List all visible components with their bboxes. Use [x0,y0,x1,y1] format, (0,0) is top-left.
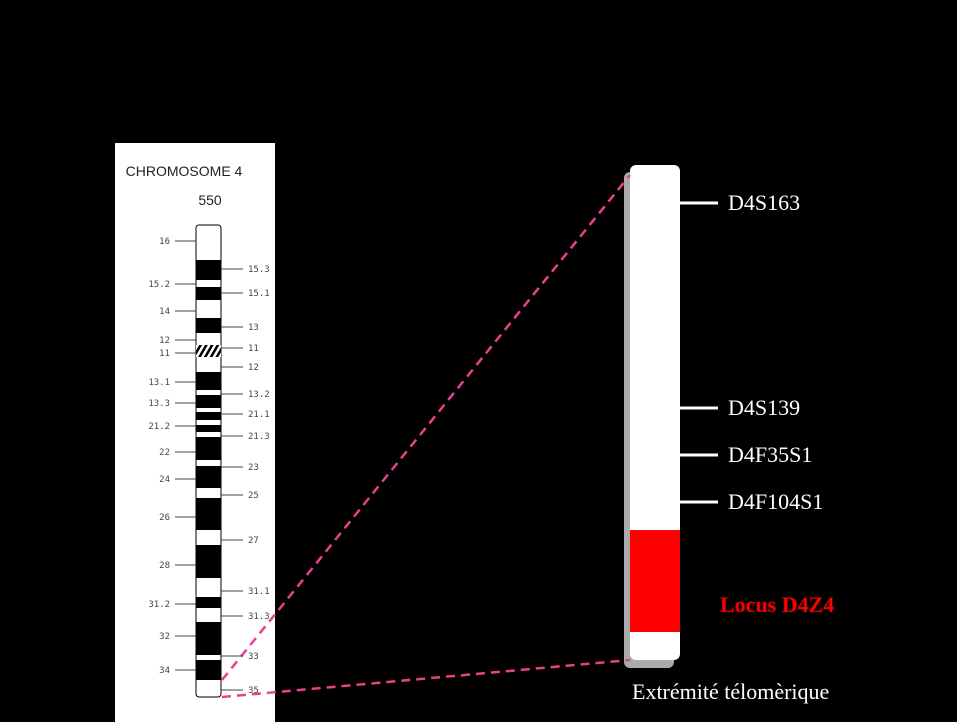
band-label: 15.3 [248,265,270,275]
ideogram-bands [196,225,221,697]
telomere-label: Extrémité télomèrique [632,679,829,704]
band-label: 27 [248,536,259,546]
band-label: 23 [248,463,259,473]
band-label: 32 [159,632,170,642]
band-label: 13.3 [148,399,170,409]
locus-label: Locus D4Z4 [720,592,834,617]
band-label: 22 [159,448,170,458]
band-label: 33 [248,652,259,662]
band-label: 21.2 [148,422,170,432]
band-label: 21.1 [248,410,270,420]
band-label: 21.3 [248,432,270,442]
band-label: 12 [248,363,259,373]
band-label: 13.1 [148,378,170,388]
band-label: 15.2 [148,280,170,290]
band-label: 31.1 [248,587,270,597]
diagram: CHROMOSOME 4 550 Locus D4Z4 Extrémité té… [0,0,957,722]
band-label: 12 [159,336,170,346]
ideogram-title: CHROMOSOME 4 [126,163,243,179]
marker-label: D4F35S1 [728,442,812,467]
zoom-line [222,175,630,680]
band-label: 28 [159,561,170,571]
band-label: 11 [159,349,170,359]
band-label: 16 [159,237,170,247]
resolution: 550 [198,192,222,208]
band-label: 13.2 [248,390,270,400]
band-label: 24 [159,475,170,485]
band-label: 26 [159,513,170,523]
band-label: 25 [248,491,259,501]
band-label: 31.3 [248,612,270,622]
band-label: 35 [248,686,259,696]
marker-label: D4F104S1 [728,489,823,514]
band-label: 31.2 [148,600,170,610]
band-label: 14 [159,307,170,317]
zoom-line [222,660,630,697]
marker-label: D4S163 [728,190,800,215]
zoom-chromosome [624,165,680,668]
band-label: 15.1 [248,289,270,299]
marker-label: D4S139 [728,395,800,420]
band-label: 34 [159,666,170,676]
band-label: 11 [248,344,259,354]
band-label: 13 [248,323,259,333]
